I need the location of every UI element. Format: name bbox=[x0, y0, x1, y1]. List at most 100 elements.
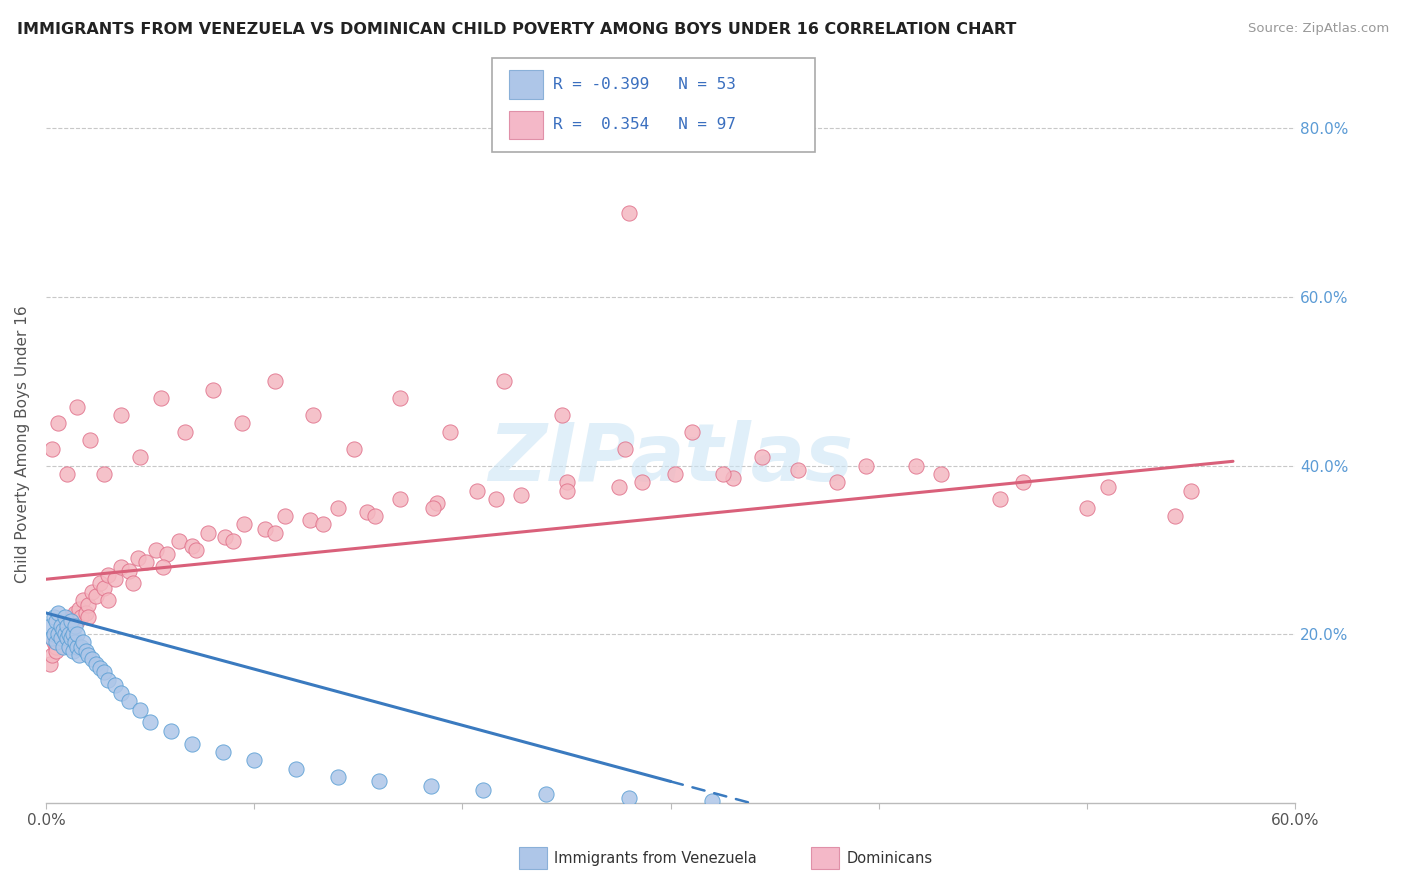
Point bbox=[80, 585, 103, 599]
Point bbox=[122, 576, 145, 591]
Point bbox=[49, 632, 72, 646]
Point bbox=[420, 779, 443, 793]
Point bbox=[156, 547, 179, 561]
Point bbox=[67, 648, 90, 662]
Point bbox=[128, 450, 150, 464]
Point bbox=[931, 467, 953, 481]
Point bbox=[613, 442, 636, 456]
Point bbox=[66, 400, 89, 414]
Point bbox=[84, 657, 107, 671]
Point bbox=[494, 374, 516, 388]
Point bbox=[197, 525, 219, 540]
Point bbox=[301, 408, 323, 422]
Point bbox=[364, 509, 387, 524]
Point bbox=[167, 534, 190, 549]
Point bbox=[231, 417, 253, 431]
Point bbox=[75, 644, 97, 658]
Point bbox=[56, 615, 79, 629]
Point bbox=[41, 648, 63, 662]
Point bbox=[67, 601, 90, 615]
Point bbox=[56, 618, 79, 632]
Point bbox=[128, 703, 150, 717]
Point bbox=[104, 572, 127, 586]
Point bbox=[509, 488, 531, 502]
Point bbox=[299, 513, 322, 527]
Y-axis label: Child Poverty Among Boys Under 16: Child Poverty Among Boys Under 16 bbox=[15, 306, 30, 583]
Point bbox=[555, 475, 578, 490]
Point bbox=[39, 657, 62, 671]
Point bbox=[617, 791, 640, 805]
Point bbox=[53, 627, 76, 641]
Point bbox=[70, 610, 93, 624]
Point bbox=[44, 627, 66, 641]
Point bbox=[465, 483, 488, 498]
Point bbox=[44, 635, 66, 649]
Point bbox=[149, 391, 172, 405]
Point bbox=[855, 458, 877, 473]
Point bbox=[326, 770, 349, 784]
Point bbox=[63, 618, 86, 632]
Point bbox=[62, 627, 84, 641]
Point bbox=[63, 635, 86, 649]
Point bbox=[426, 496, 449, 510]
Point bbox=[44, 610, 66, 624]
Point bbox=[326, 500, 349, 515]
Point bbox=[76, 598, 98, 612]
Point bbox=[93, 665, 115, 679]
Point bbox=[72, 635, 94, 649]
Text: Immigrants from Venezuela: Immigrants from Venezuela bbox=[554, 851, 756, 865]
Point bbox=[56, 632, 79, 646]
Point bbox=[48, 606, 70, 620]
Point bbox=[45, 640, 67, 654]
Point bbox=[45, 644, 67, 658]
Point bbox=[66, 627, 89, 641]
Point bbox=[1076, 500, 1098, 515]
Point bbox=[711, 467, 734, 481]
Point bbox=[312, 517, 335, 532]
Point bbox=[439, 425, 461, 439]
Point bbox=[160, 723, 183, 738]
Point bbox=[1097, 479, 1119, 493]
Point bbox=[174, 425, 197, 439]
Text: IMMIGRANTS FROM VENEZUELA VS DOMINICAN CHILD POVERTY AMONG BOYS UNDER 16 CORRELA: IMMIGRANTS FROM VENEZUELA VS DOMINICAN C… bbox=[17, 22, 1017, 37]
Point bbox=[53, 610, 76, 624]
Point bbox=[53, 627, 76, 641]
Point bbox=[76, 610, 98, 624]
Point bbox=[48, 627, 70, 641]
Point bbox=[284, 762, 307, 776]
Point bbox=[905, 458, 928, 473]
Point bbox=[827, 475, 849, 490]
Point bbox=[80, 652, 103, 666]
Point bbox=[45, 615, 67, 629]
Point bbox=[62, 618, 84, 632]
Point bbox=[274, 509, 297, 524]
Point bbox=[52, 623, 75, 637]
Point bbox=[135, 555, 157, 569]
Point bbox=[39, 618, 62, 632]
Point bbox=[222, 534, 245, 549]
Point bbox=[62, 644, 84, 658]
Point bbox=[702, 794, 724, 808]
Point bbox=[264, 374, 287, 388]
Point bbox=[63, 606, 86, 620]
Point bbox=[1163, 509, 1185, 524]
Point bbox=[89, 661, 111, 675]
Point bbox=[104, 677, 127, 691]
Point bbox=[551, 408, 574, 422]
Point bbox=[534, 787, 557, 801]
Point bbox=[212, 745, 235, 759]
Point bbox=[118, 694, 141, 708]
Point bbox=[52, 640, 75, 654]
Text: R =  0.354   N = 97: R = 0.354 N = 97 bbox=[553, 118, 735, 132]
Point bbox=[422, 500, 444, 515]
Point bbox=[232, 517, 254, 532]
Point bbox=[59, 610, 82, 624]
Point bbox=[48, 627, 70, 641]
Point bbox=[75, 606, 97, 620]
Point bbox=[356, 505, 378, 519]
Point bbox=[1011, 475, 1033, 490]
Text: Dominicans: Dominicans bbox=[846, 851, 932, 865]
Point bbox=[45, 635, 67, 649]
Point bbox=[89, 576, 111, 591]
Point bbox=[59, 615, 82, 629]
